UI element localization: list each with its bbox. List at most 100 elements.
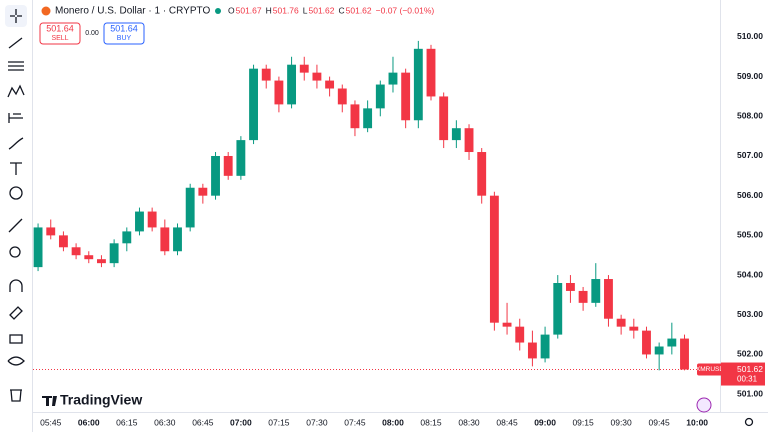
symbol-tag <box>697 363 723 376</box>
magnet-tool[interactable] <box>9 279 23 292</box>
lock-draw-tool[interactable] <box>9 306 23 320</box>
candle-body <box>109 243 119 264</box>
candle-body <box>287 64 297 105</box>
candle-body <box>502 322 512 327</box>
legend-value: 501.76 <box>273 5 299 15</box>
candle-body <box>33 227 43 268</box>
ruler-tool[interactable] <box>8 218 23 233</box>
candle-body <box>667 338 677 347</box>
sell-button[interactable] <box>39 22 81 45</box>
sell-price: 501.64 <box>46 23 74 33</box>
crosshair-icon <box>10 9 22 23</box>
candle-body <box>173 227 182 252</box>
spread: 0.00 <box>85 30 99 37</box>
legend-change: −0.07 (−0.01%) <box>376 5 435 15</box>
candle-body <box>654 346 664 355</box>
forecast-tool[interactable] <box>8 113 23 123</box>
x-tick-label: 06:00 <box>78 417 100 427</box>
buy-label: BUY <box>117 35 132 42</box>
buy-price: 501.64 <box>110 23 138 33</box>
candle-body <box>135 211 144 232</box>
legend-value: 501.67 <box>236 5 262 15</box>
candle-body <box>325 80 335 89</box>
candle-body <box>147 211 157 228</box>
candle-body <box>426 48 436 97</box>
candle-body <box>553 283 563 335</box>
candle-body <box>312 72 322 81</box>
candle-body <box>439 96 449 141</box>
delete-tool[interactable] <box>10 389 22 402</box>
ohlc-legend: O 501.67 H 501.76 L 501.62 C 501.62 −0.07 (−0.01… <box>228 5 434 15</box>
candle-body <box>565 283 575 291</box>
trendline-tool[interactable] <box>8 37 23 49</box>
price-tag <box>721 362 765 386</box>
candle-body <box>616 318 626 327</box>
legend-label: O <box>228 5 235 15</box>
candle-body <box>477 152 487 196</box>
x-tick-label: 06:30 <box>154 417 176 427</box>
legend-label: H <box>266 5 272 15</box>
candle-body <box>464 128 474 153</box>
fib-tool[interactable] <box>8 61 24 71</box>
candle-body <box>350 104 360 129</box>
candle-body <box>249 68 258 141</box>
x-tick-label: 07:00 <box>230 417 252 427</box>
x-tick-label: 07:45 <box>344 417 366 427</box>
candle-body <box>515 326 525 343</box>
candle-body <box>388 72 398 85</box>
candle-body <box>261 68 271 81</box>
emoji-tool[interactable] <box>9 186 23 200</box>
candle-body <box>185 187 195 228</box>
settings-button[interactable] <box>744 417 754 427</box>
crosshair-tool[interactable] <box>5 5 27 27</box>
candle-body <box>363 108 373 129</box>
zoom-tool[interactable] <box>9 246 21 258</box>
y-tick-label: 502.00 <box>737 349 763 359</box>
x-tick-label: 06:45 <box>192 417 214 427</box>
countdown: 00:31 <box>737 375 758 384</box>
candle-body <box>58 235 68 248</box>
candle-body <box>680 338 689 370</box>
text-tool[interactable] <box>10 162 22 175</box>
x-tick-label: 05:45 <box>40 417 62 427</box>
x-tick-label: 09:15 <box>572 417 594 427</box>
y-tick-label: 509.00 <box>737 71 763 81</box>
candle-body <box>71 247 81 256</box>
candle-body <box>274 80 284 105</box>
logo: TradingView <box>60 392 142 408</box>
candle-body <box>451 128 461 141</box>
assistant-button[interactable] <box>696 397 712 413</box>
x-tick-label: 09:00 <box>534 417 556 427</box>
candle-body <box>375 84 385 109</box>
y-tick-label: 501.00 <box>737 388 763 398</box>
logo-mark <box>42 396 57 406</box>
x-tick-label: 10:00 <box>686 417 708 427</box>
buy-button[interactable] <box>103 22 145 45</box>
sell-label: SELL <box>51 35 68 42</box>
legend-value: 501.62 <box>309 5 335 15</box>
candle-body <box>642 330 651 355</box>
visibility-tool[interactable] <box>7 356 25 366</box>
x-tick-label: 08:30 <box>458 417 480 427</box>
y-tick-label: 505.00 <box>737 230 763 240</box>
x-tick-label: 08:15 <box>420 417 442 427</box>
candle-body <box>46 227 56 236</box>
candle-body <box>223 155 233 176</box>
symbol-title: Monero / U.S. Dollar · 1 · CRYPTO <box>55 6 210 17</box>
left-toolbar <box>5 5 27 402</box>
candle-body <box>489 195 499 323</box>
legend-label: C <box>339 5 345 15</box>
lock-tool[interactable] <box>9 334 23 344</box>
candle-body <box>299 64 309 73</box>
pattern-tool[interactable] <box>7 84 25 98</box>
candle-body <box>413 48 423 121</box>
x-tick-label: 08:00 <box>382 417 404 427</box>
y-tick-label: 508.00 <box>737 111 763 121</box>
candle-body <box>604 279 613 319</box>
y-tick-label: 507.00 <box>737 150 763 160</box>
x-tick-label: 07:30 <box>306 417 328 427</box>
brush-tool[interactable] <box>8 137 24 150</box>
y-tick-label: 506.00 <box>737 190 763 200</box>
